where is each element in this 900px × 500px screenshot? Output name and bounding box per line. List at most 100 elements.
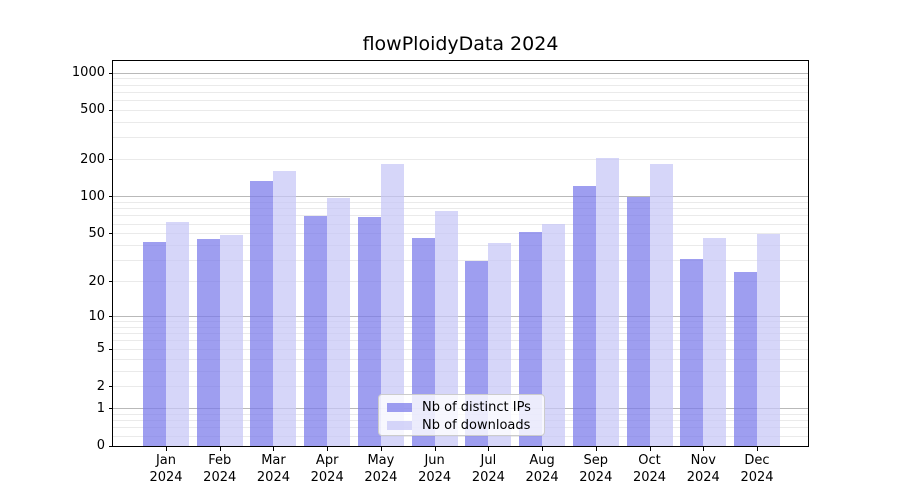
gridline-minor — [113, 321, 808, 323]
x-tick-label: Oct 2024 — [610, 452, 690, 486]
y-tick-label: 50 — [88, 225, 105, 241]
y-tick-label: 5 — [96, 341, 105, 357]
bars-layer — [113, 61, 808, 446]
y-tick-mark — [109, 348, 113, 350]
x-tick-label-year: 2024 — [149, 470, 183, 485]
bar-downloads-may — [380, 163, 404, 446]
x-tick-label-month: Sep — [583, 453, 609, 468]
gridline-major — [113, 316, 808, 318]
x-tick-label-month: Feb — [208, 453, 232, 468]
y-tick-label: 10 — [88, 308, 105, 324]
bar-downloads-sep — [595, 158, 619, 446]
gridline-minor — [113, 245, 808, 247]
bar-distinct-ips-dec — [734, 272, 757, 446]
x-tick-label-year: 2024 — [364, 470, 398, 485]
x-tick-mark — [380, 447, 382, 451]
bar-distinct-ips-oct — [626, 196, 650, 446]
x-tick-mark — [219, 447, 221, 451]
bar-distinct-ips-jan — [143, 241, 166, 446]
x-tick-mark — [703, 447, 705, 451]
x-tick-label-month: Jan — [155, 453, 177, 468]
x-tick-label-year: 2024 — [632, 470, 667, 485]
y-tick-label: 20 — [88, 273, 105, 289]
x-tick-mark — [434, 447, 436, 451]
x-tick-label: May 2024 — [341, 452, 421, 486]
y-tick-mark — [109, 408, 113, 410]
plot-area — [113, 61, 808, 446]
gridline-minor — [113, 84, 808, 86]
gridline-minor — [113, 358, 808, 360]
x-tick-label: Jul 2024 — [448, 452, 528, 486]
x-tick-mark — [649, 447, 651, 451]
gridline-minor — [113, 215, 808, 217]
legend-label-downloads: Nb of downloads — [422, 417, 531, 433]
x-tick-label: Aug 2024 — [502, 452, 582, 486]
x-tick-label: Jun 2024 — [395, 452, 475, 486]
gridline-major — [113, 196, 808, 198]
x-tick-label-month: Dec — [744, 453, 770, 468]
x-tick-label-year: 2024 — [418, 470, 452, 485]
x-tick-mark — [595, 447, 597, 451]
gridline-minor — [113, 78, 808, 80]
x-tick-mark — [273, 447, 275, 451]
gridline-minor — [113, 435, 808, 437]
gridline-minor — [113, 233, 808, 235]
y-tick-label: 100 — [80, 188, 105, 204]
gridline-minor — [113, 333, 808, 335]
bar-distinct-ips-apr — [304, 215, 328, 446]
x-tick-label-month: Apr — [315, 453, 339, 468]
bar-distinct-ips-sep — [572, 185, 596, 446]
legend-swatch-distinct-ips — [387, 402, 412, 412]
x-tick-label-year: 2024 — [686, 470, 720, 485]
x-tick-label-year: 2024 — [310, 470, 344, 485]
legend-entry-distinct-ips: Nb of distinct IPs — [387, 399, 536, 415]
y-tick-mark — [109, 72, 113, 74]
y-tick-mark — [109, 281, 113, 283]
x-tick-label: Nov 2024 — [663, 452, 743, 486]
gridline-minor — [113, 370, 808, 372]
bar-distinct-ips-nov — [680, 258, 704, 446]
y-tick-label: 200 — [80, 151, 105, 167]
gridline-minor — [113, 386, 808, 388]
gridline-minor — [113, 109, 808, 111]
y-tick-label: 1000 — [71, 65, 105, 81]
gridline-minor — [113, 260, 808, 262]
gridline-minor — [113, 340, 808, 342]
bar-downloads-feb — [219, 234, 243, 446]
x-tick-label-month: Jun — [424, 453, 445, 468]
gridline-minor — [113, 91, 808, 93]
y-tick-mark — [109, 109, 113, 111]
bar-downloads-nov — [703, 238, 727, 446]
y-tick-label: 2 — [96, 378, 105, 394]
gridline-minor — [113, 208, 808, 210]
gridline-minor — [113, 121, 808, 123]
legend-swatch-downloads — [387, 420, 412, 430]
legend-label-distinct-ips: Nb of distinct IPs — [422, 399, 531, 415]
y-tick-mark — [109, 386, 113, 388]
x-tick-label-month: Jul — [480, 453, 497, 468]
y-tick-label: 0 — [96, 438, 105, 453]
gridline-minor — [113, 223, 808, 225]
y-tick-mark — [109, 445, 113, 447]
x-tick-label: Dec 2024 — [717, 452, 797, 486]
x-tick-label: Sep 2024 — [556, 452, 636, 486]
x-tick-label-month: Nov — [690, 453, 716, 468]
x-tick-label-year: 2024 — [525, 470, 559, 485]
x-tick-label-year: 2024 — [579, 470, 613, 485]
chart-title: flowPloidyData 2024 — [362, 33, 559, 55]
y-tick-mark — [109, 196, 113, 198]
bar-downloads-jun — [434, 210, 458, 446]
x-tick-label: Jan 2024 — [126, 452, 206, 486]
gridline-minor — [113, 281, 808, 283]
bar-distinct-ips-feb — [196, 239, 220, 446]
gridline-minor — [113, 100, 808, 102]
bar-downloads-mar — [273, 170, 297, 446]
gridline-minor — [113, 348, 808, 350]
x-tick-mark — [166, 447, 167, 451]
x-tick-label-year: 2024 — [203, 470, 237, 485]
x-tick-label: Feb 2024 — [180, 452, 260, 486]
gridline-minor — [113, 326, 808, 328]
x-tick-label-year: 2024 — [256, 470, 290, 485]
x-tick-mark — [327, 447, 329, 451]
bar-downloads-apr — [327, 197, 351, 446]
